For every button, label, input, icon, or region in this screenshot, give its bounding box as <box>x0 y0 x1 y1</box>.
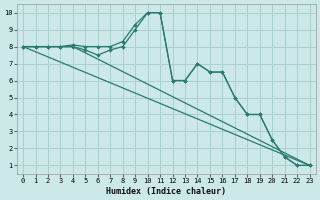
X-axis label: Humidex (Indice chaleur): Humidex (Indice chaleur) <box>106 187 226 196</box>
